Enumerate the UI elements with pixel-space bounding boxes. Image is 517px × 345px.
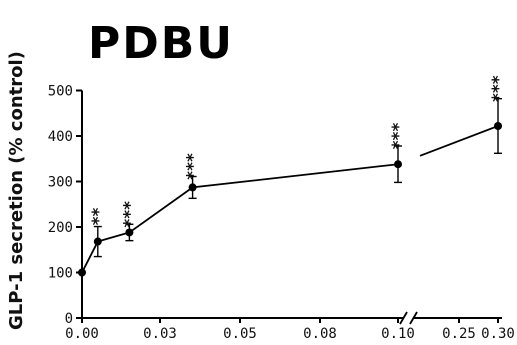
significance-label: ***: [184, 153, 204, 180]
significance-label: ***: [120, 201, 140, 228]
significance-label: ***: [389, 123, 409, 150]
y-tick-label: 500: [48, 84, 73, 100]
x-axis-break-mark: [409, 311, 418, 325]
y-tick-label: 300: [48, 175, 73, 191]
y-tick-label: 200: [48, 220, 73, 236]
axes: 0 100 200 300 400 500 0.00 0.03 0.05 0.08 0.10 0.25…: [48, 84, 515, 343]
x-tick-label: 0.00: [65, 326, 99, 342]
x-tick-label: 0.05: [223, 326, 257, 342]
significance-label: ***: [489, 75, 509, 102]
y-tick-label: 0: [65, 311, 73, 327]
x-tick-label: 0.10: [381, 326, 415, 342]
x-tick-label: 0.08: [303, 326, 337, 342]
data-marks: ** ************: [78, 75, 509, 277]
y-axis-label: GLP-1 secretion (% control): [6, 51, 27, 330]
data-point: [78, 268, 86, 277]
series-line-segment: [419, 125, 499, 157]
chart-title: PDBU: [88, 18, 234, 69]
y-tick-label: 100: [48, 266, 73, 282]
data-point: [93, 237, 102, 246]
data-point: [125, 228, 134, 237]
data-point: [494, 121, 502, 130]
x-tick-label: 0.25: [442, 326, 476, 342]
x-tick-label: 0.30: [481, 326, 515, 342]
x-axis-break-mark: [399, 311, 408, 325]
data-point: [394, 160, 402, 169]
x-tick-label: 0.03: [143, 326, 177, 342]
significance-label: **: [89, 208, 109, 226]
y-tick-label: 400: [48, 129, 73, 145]
data-point: [188, 183, 197, 192]
